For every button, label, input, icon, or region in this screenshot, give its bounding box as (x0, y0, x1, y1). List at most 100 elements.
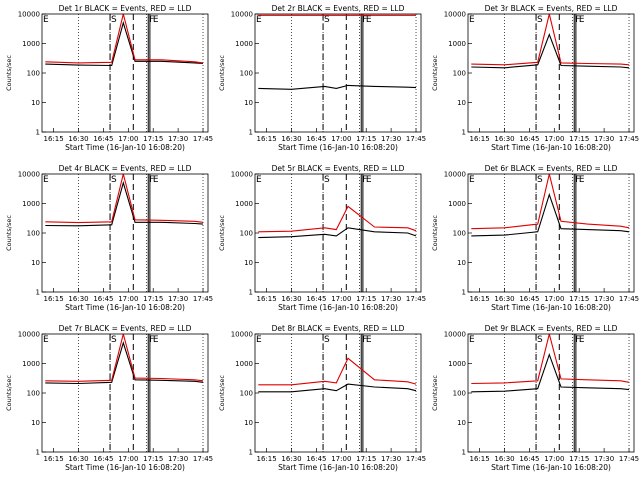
events-series-line (45, 341, 204, 385)
x-tick-label: 17:00 (331, 295, 351, 303)
marker-label: S (324, 175, 330, 185)
lld-series-line (45, 333, 204, 382)
marker-label: S (111, 335, 117, 345)
x-tick-label: 16:15 (257, 455, 277, 463)
x-tick-label: 17:30 (594, 455, 614, 463)
y-tick-label: 100 (453, 70, 466, 78)
x-tick-label: 16:30 (281, 295, 301, 303)
x-tick-label: 16:30 (68, 135, 88, 143)
events-series-line (45, 180, 204, 227)
marker-label: S (111, 175, 117, 185)
x-tick-label: 16:45 (519, 135, 539, 143)
marker-label: E (256, 335, 262, 345)
x-tick-label: 17:00 (331, 135, 351, 143)
x-axis-label: Start Time (16-Jan-10 16:08:20) (278, 143, 398, 152)
marker-label: E (366, 335, 372, 345)
marker-label: F (575, 15, 580, 25)
y-tick-label: 10000 (444, 331, 466, 339)
x-tick-label: 16:30 (281, 455, 301, 463)
x-tick-label: 17:30 (594, 295, 614, 303)
marker-label: E (153, 15, 159, 25)
y-tick-label: 1 (36, 129, 40, 137)
panel-title: Det 2r BLACK = Events, RED = LLD (272, 4, 405, 13)
y-tick-label: 1 (462, 449, 466, 457)
lld-series-line (45, 173, 204, 224)
x-tick-label: 16:30 (494, 455, 514, 463)
x-tick-label: 16:15 (44, 135, 64, 143)
x-tick-label: 17:30 (168, 295, 188, 303)
plot-frame (467, 13, 635, 133)
x-tick-label: 17:45 (619, 135, 639, 143)
marker-label: E (469, 15, 475, 25)
x-tick-label: 17:15 (143, 295, 163, 303)
marker-label: S (537, 335, 543, 345)
x-tick-label: 17:45 (406, 455, 426, 463)
plot-frame (467, 173, 635, 293)
x-tick-label: 16:15 (257, 135, 277, 143)
x-tick-label: 17:15 (143, 455, 163, 463)
x-tick-label: 17:00 (544, 295, 564, 303)
y-axis-label: Counts/sec (218, 375, 226, 411)
y-tick-label: 100 (240, 230, 253, 238)
y-tick-label: 10000 (444, 171, 466, 179)
y-tick-label: 100 (27, 70, 40, 78)
marker-label: S (324, 335, 330, 345)
panel-title: Det 1r BLACK = Events, RED = LLD (59, 4, 192, 13)
x-tick-label: 17:00 (331, 455, 351, 463)
panel-title: Det 5r BLACK = Events, RED = LLD (272, 164, 405, 173)
x-tick-label: 17:45 (619, 295, 639, 303)
x-tick-label: 17:30 (381, 135, 401, 143)
marker-label: F (149, 15, 154, 25)
marker-label: E (366, 15, 372, 25)
y-tick-label: 100 (240, 390, 253, 398)
marker-label: E (153, 175, 159, 185)
events-series-line (471, 33, 630, 69)
panel-title: Det 7r BLACK = Events, RED = LLD (59, 324, 192, 333)
y-axis-label: Counts/sec (431, 215, 439, 251)
x-tick-label: 16:45 (306, 295, 326, 303)
y-tick-label: 1000 (22, 360, 40, 368)
marker-label: S (537, 175, 543, 185)
lld-series-line (258, 205, 417, 233)
x-tick-label: 16:30 (68, 455, 88, 463)
marker-label: F (149, 175, 154, 185)
marker-label: F (362, 15, 367, 25)
y-tick-label: 10000 (18, 11, 40, 19)
x-tick-label: 17:00 (118, 455, 138, 463)
x-tick-label: 17:15 (143, 135, 163, 143)
y-tick-label: 1000 (448, 360, 466, 368)
x-tick-label: 16:45 (306, 135, 326, 143)
y-tick-label: 1000 (448, 200, 466, 208)
panel-title: Det 3r BLACK = Events, RED = LLD (485, 4, 618, 13)
marker-label: E (43, 335, 49, 345)
x-tick-label: 16:30 (494, 295, 514, 303)
y-tick-label: 100 (27, 390, 40, 398)
y-tick-label: 1 (249, 449, 253, 457)
lld-series-line (258, 357, 417, 386)
marker-label: F (362, 335, 367, 345)
plot-frame (41, 333, 209, 453)
y-tick-label: 1000 (235, 360, 253, 368)
x-tick-label: 16:45 (519, 295, 539, 303)
x-axis-label: Start Time (16-Jan-10 16:08:20) (491, 303, 611, 312)
y-tick-label: 10000 (231, 11, 253, 19)
x-axis-label: Start Time (16-Jan-10 16:08:20) (491, 463, 611, 472)
lld-series-line (471, 333, 630, 385)
x-tick-label: 17:45 (193, 295, 213, 303)
y-tick-label: 1000 (235, 200, 253, 208)
marker-label: S (324, 15, 330, 25)
x-tick-label: 16:45 (519, 455, 539, 463)
y-axis-label: Counts/sec (5, 375, 13, 411)
marker-label: E (256, 175, 262, 185)
marker-label: S (111, 15, 117, 25)
events-series-line (258, 84, 417, 90)
marker-label: F (362, 175, 367, 185)
lld-series-line (471, 173, 630, 230)
x-tick-label: 16:45 (306, 455, 326, 463)
